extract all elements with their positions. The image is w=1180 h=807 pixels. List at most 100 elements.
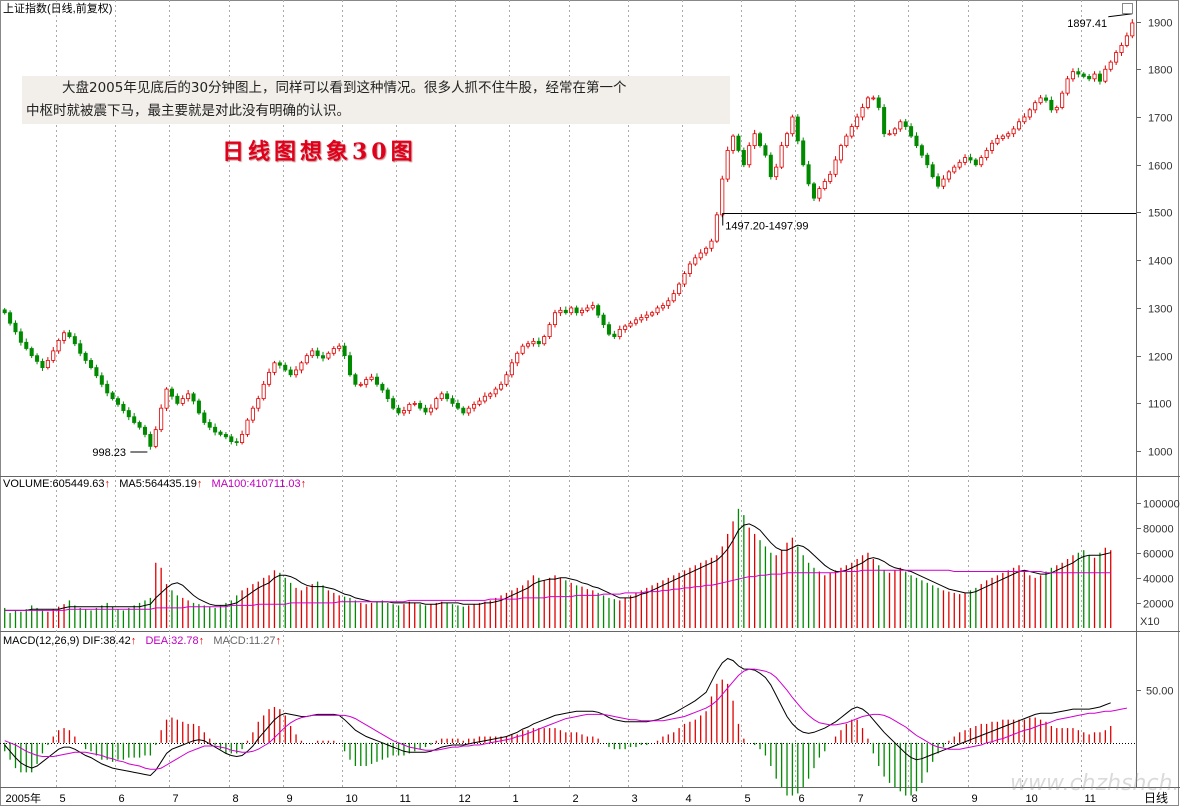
candle (277, 362, 282, 366)
candle (547, 324, 552, 337)
candle (677, 283, 682, 295)
candle (795, 116, 800, 142)
candle (35, 355, 40, 362)
volume-tick-label: 80000 (1143, 524, 1174, 536)
candle (256, 398, 261, 409)
candle (909, 126, 914, 137)
candle (536, 340, 541, 345)
candle (590, 305, 595, 309)
panel-toggle-icon[interactable] (1122, 3, 1133, 14)
candle (1000, 135, 1005, 139)
candle (995, 138, 1000, 144)
candle (2, 309, 7, 314)
candle (1114, 52, 1119, 63)
candle (261, 383, 266, 400)
candle (267, 371, 272, 385)
candle (882, 107, 887, 135)
candle (957, 161, 962, 168)
candle (1006, 133, 1011, 137)
candle (29, 348, 34, 357)
candle (78, 343, 83, 354)
candle (499, 383, 504, 390)
x-tick-label: 5 (745, 793, 751, 805)
candle (56, 339, 61, 352)
candle (234, 441, 239, 443)
ma5-line (4, 523, 1111, 611)
candle (164, 388, 169, 409)
candle (1016, 121, 1022, 130)
candle (121, 403, 126, 411)
candle (488, 393, 493, 397)
candle (347, 355, 353, 376)
candle (871, 97, 876, 100)
dif-line (4, 657, 1111, 777)
candle (898, 121, 903, 130)
candle (342, 345, 347, 357)
x-tick-label: 8 (912, 793, 918, 805)
candle (1097, 73, 1102, 82)
candle (623, 325, 628, 330)
candle (320, 355, 326, 359)
watermark: www.chzhshch.net (1010, 771, 1180, 796)
x-tick-label: 9 (287, 793, 293, 805)
candle (633, 319, 638, 324)
candle (849, 126, 854, 137)
candle (984, 150, 989, 158)
x-tick-label: 10 (1026, 793, 1038, 805)
candle (1043, 97, 1048, 101)
candle (83, 352, 88, 361)
candle (126, 410, 131, 418)
candle (358, 383, 363, 386)
candle (1130, 22, 1135, 37)
candle (1103, 68, 1108, 82)
annotation-note: 大盘2005年见底后的30分钟图上，同样可以看到这种情况。很多人抓不住牛股，经常… (22, 76, 730, 124)
candle (180, 398, 185, 404)
high-arrow (1108, 13, 1133, 18)
x-tick-label: 4 (686, 793, 692, 805)
candle (1070, 71, 1075, 80)
candle (466, 407, 471, 414)
candle (396, 407, 401, 414)
candle (774, 166, 779, 178)
candle (963, 157, 968, 163)
note-line-1: 大盘2005年见底后的30分钟图上，同样可以看到这种情况。很多人抓不住牛股，经常… (62, 80, 627, 96)
candle (18, 331, 23, 343)
candle (315, 350, 320, 357)
candle (240, 434, 245, 443)
candle (1011, 128, 1016, 135)
candle (326, 352, 331, 359)
macd-legend: MACD(12,26,9) DIF:38.42↑ DEA:32.78↑ MACD… (3, 635, 281, 647)
candle (930, 164, 935, 178)
candle (331, 348, 336, 354)
x-tick-label: 7 (173, 793, 179, 805)
candle (914, 135, 919, 147)
candle (493, 388, 498, 395)
candle (229, 436, 234, 442)
candle (461, 407, 466, 414)
x-tick-label: 2 (573, 793, 579, 805)
candle (687, 263, 692, 274)
candle (709, 240, 714, 249)
dif-value: DIF:38.42 (82, 635, 131, 647)
candle (196, 400, 201, 414)
candle (401, 410, 406, 414)
candle (838, 145, 843, 161)
period-label: 日线 (1144, 791, 1168, 805)
candle (936, 176, 941, 187)
macd-value: MACD:11.27 (213, 635, 276, 647)
candle (828, 173, 833, 182)
x-tick-label: 3 (632, 793, 638, 805)
price-tick-label: 1400 (1148, 256, 1172, 268)
candle (94, 367, 99, 377)
candle (569, 307, 574, 314)
candle (725, 150, 730, 180)
candle (628, 322, 633, 327)
candle (887, 133, 892, 136)
price-tick-label: 1600 (1148, 161, 1172, 173)
candle (973, 159, 978, 166)
candle (990, 142, 995, 151)
candle (752, 133, 757, 147)
candle (1054, 107, 1059, 111)
